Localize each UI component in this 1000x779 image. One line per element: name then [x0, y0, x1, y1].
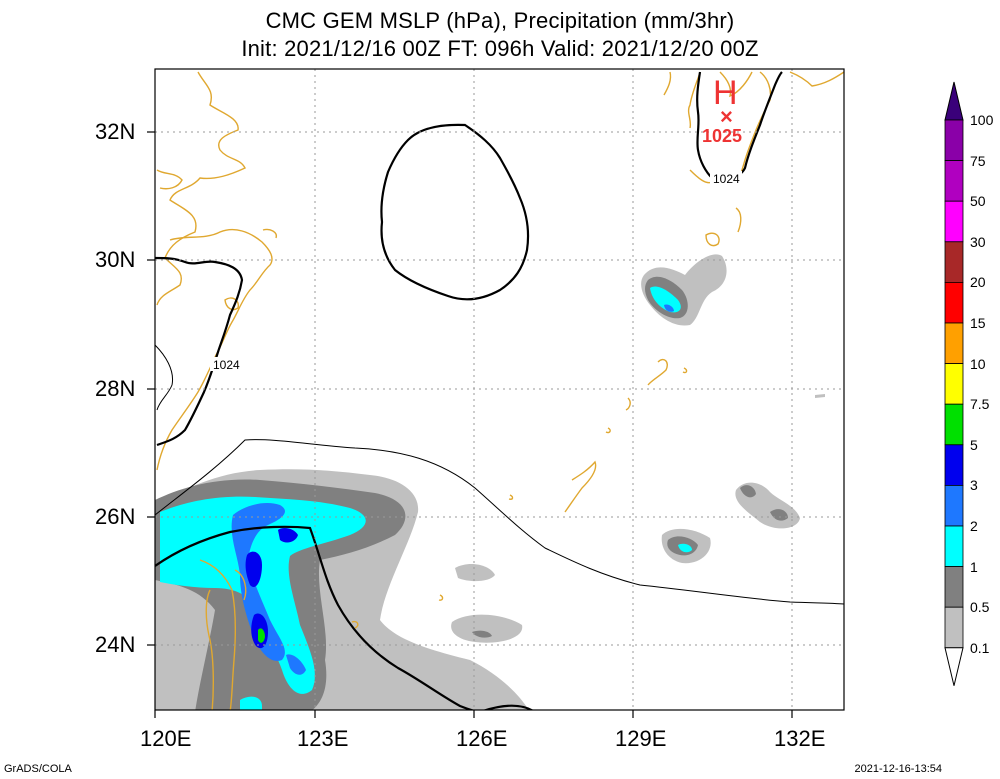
colorbar — [944, 81, 964, 686]
colorbar-label: 75 — [970, 152, 986, 169]
colorbar-segment — [944, 444, 964, 486]
colorbar-segment — [944, 566, 964, 608]
x-tick-label: 129E — [615, 726, 667, 751]
colorbar-segment — [944, 363, 964, 405]
colorbar-segment — [944, 281, 964, 324]
coastlines — [156, 71, 844, 710]
colorbar-label: 100 — [970, 112, 994, 128]
colorbar-segment — [944, 160, 964, 202]
y-tick-label: 32N — [95, 119, 136, 144]
colorbar-label: 30 — [970, 233, 986, 250]
axis-ticks — [147, 131, 793, 718]
colorbar-top-arrow — [944, 81, 964, 121]
colorbar-segment — [944, 606, 964, 649]
high-pressure-value: 1025 — [702, 126, 742, 146]
colorbar-label: 3 — [970, 477, 978, 494]
colorbar-segment — [944, 525, 964, 567]
colorbar-segment — [944, 119, 964, 161]
colorbar-bottom-arrow — [944, 647, 964, 686]
isobar-label-east: 1024 — [713, 172, 740, 186]
colorbar-label: 10 — [970, 355, 986, 372]
lat-lon-grid — [155, 69, 844, 710]
colorbar-label: 5 — [970, 436, 978, 453]
y-tick-label: 28N — [95, 376, 136, 401]
precip-patches — [451, 254, 825, 643]
footer-right: 2021-12-16-13:54 — [854, 763, 942, 775]
isobars-thin — [155, 344, 844, 605]
isobar-label-west: 1024 — [213, 358, 240, 372]
colorbar-label: 0.1 — [970, 639, 990, 656]
colorbar-label: 20 — [970, 274, 986, 291]
colorbar-segment — [944, 484, 964, 527]
x-tick-label: 120E — [140, 726, 192, 751]
high-center-marker: × — [720, 104, 733, 129]
x-tick-label: 123E — [297, 726, 349, 751]
colorbar-label: 0.5 — [970, 599, 990, 616]
y-tick-label: 24N — [95, 632, 136, 657]
colorbar-segment — [944, 241, 964, 283]
colorbar-label: 50 — [970, 193, 986, 210]
colorbar-label: 2 — [970, 518, 978, 534]
colorbar-segment — [944, 322, 964, 364]
x-tick-label: 126E — [456, 726, 508, 751]
colorbar-segment — [944, 403, 964, 446]
high-pressure-symbol: H — [713, 74, 738, 112]
y-tick-label: 30N — [95, 247, 136, 272]
footer-left: GrADS/COLA — [4, 763, 72, 775]
colorbar-label: 1 — [970, 558, 978, 575]
chart-subtitle: Init: 2021/12/16 00Z FT: 096h Valid: 202… — [241, 36, 759, 61]
x-tick-label: 132E — [774, 726, 826, 751]
chart-title: CMC GEM MSLP (hPa), Precipitation (mm/3h… — [265, 8, 735, 33]
colorbar-segment — [944, 200, 964, 243]
colorbar-label: 7.5 — [970, 396, 990, 413]
colorbar-label: 15 — [970, 315, 986, 331]
y-tick-label: 26N — [95, 504, 136, 529]
